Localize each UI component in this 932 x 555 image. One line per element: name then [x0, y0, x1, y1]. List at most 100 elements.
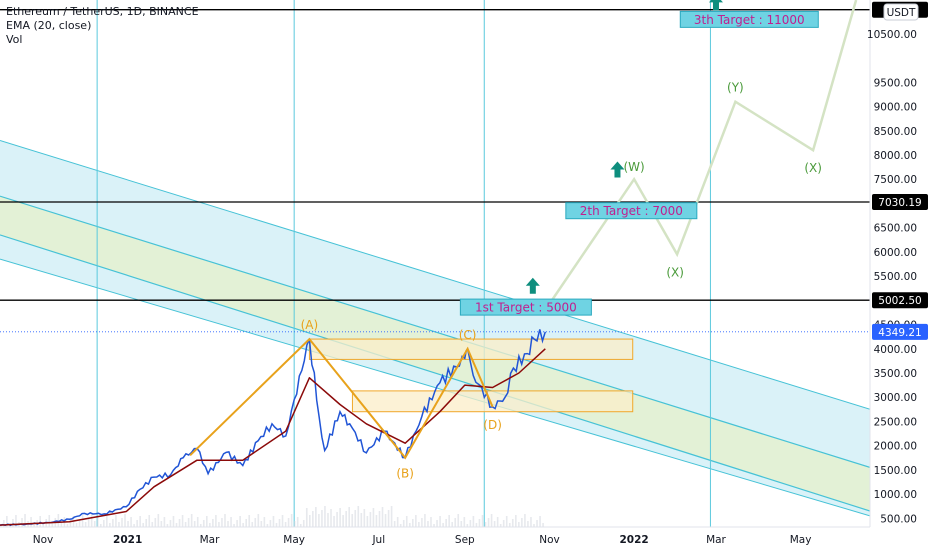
y-tick-label: 6500.00 — [874, 223, 917, 235]
volume-bar — [484, 522, 487, 527]
volume-bar — [363, 509, 366, 527]
ema-indicator-label[interactable]: EMA (20, close) — [6, 19, 92, 32]
target-box-bg — [565, 202, 698, 220]
volume-bar — [293, 521, 296, 527]
volume-bar — [493, 521, 496, 527]
target-box-label: 3th Target : 11000 — [694, 13, 805, 27]
volume-bar — [157, 514, 160, 527]
channel-inner-bottom-line[interactable] — [0, 234, 870, 512]
volume-bar — [239, 516, 241, 527]
volume-bar — [327, 513, 329, 527]
wave-label: (D) — [483, 418, 502, 432]
volume-bar — [408, 523, 411, 527]
y-tick-label: 9500.00 — [874, 77, 917, 89]
level-price-tag — [872, 193, 928, 210]
volume-bar — [209, 523, 211, 527]
volume-bar — [487, 518, 490, 527]
time-axis[interactable]: Nov 2021 Mar May Jul Sep Nov 2022 Mar May — [0, 526, 932, 550]
volume-bar — [533, 524, 535, 527]
volume-bar — [515, 515, 517, 527]
x-tick-label: May — [790, 534, 812, 546]
volume-bar — [133, 524, 135, 527]
volume-bar — [202, 520, 205, 527]
volume-bar — [99, 524, 102, 527]
projection-line[interactable] — [544, 0, 858, 311]
x-tick-label: Mar — [200, 534, 220, 546]
y-tick-label: 1000.00 — [874, 489, 917, 501]
supply-zone[interactable] — [351, 390, 634, 413]
target-box[interactable]: 2th Target : 7000 — [565, 202, 698, 220]
volume-bar — [136, 520, 138, 527]
volume-bar — [351, 514, 354, 527]
volume-bar — [187, 518, 190, 527]
volume-bar — [96, 517, 99, 527]
volume-bar — [445, 519, 447, 527]
channel-outer-bottom-line[interactable] — [0, 258, 870, 517]
target-box-bg — [459, 298, 592, 316]
volume-bar — [227, 521, 229, 527]
volume-bar — [405, 516, 408, 527]
volume-bar — [218, 522, 220, 527]
volume-bar — [496, 517, 499, 527]
volume-bar — [106, 516, 108, 527]
level-price-tag-label: 5002.50 — [878, 295, 921, 307]
time-axis-bg — [0, 527, 932, 550]
volume-bar — [103, 520, 105, 527]
volume-bar — [163, 517, 166, 527]
volume-bar — [490, 514, 493, 527]
plot-area[interactable] — [0, 0, 870, 527]
y-tick-label: 500.00 — [880, 513, 917, 525]
volume-bar — [48, 515, 51, 527]
volume-bar — [415, 515, 417, 527]
volume-bar — [448, 515, 450, 527]
ema-line[interactable] — [0, 348, 546, 526]
price-line[interactable] — [0, 329, 547, 527]
volume-bar — [175, 523, 178, 527]
wave-pattern-line[interactable] — [189, 337, 494, 460]
up-arrow-icon — [525, 277, 540, 294]
volume-bar — [309, 515, 311, 527]
volume-bar — [190, 514, 193, 527]
volume-bar — [412, 519, 414, 527]
y-tick-label: 3500.00 — [874, 368, 917, 380]
volume-bar — [124, 514, 126, 527]
volume-bar — [112, 519, 114, 527]
volume-bar — [3, 520, 5, 527]
volume-bar — [33, 524, 35, 527]
channel-outer-top-line[interactable] — [0, 139, 870, 410]
volume-bar — [254, 518, 257, 527]
volume-bar — [84, 522, 87, 527]
y-tick-label: 5500.00 — [874, 271, 917, 283]
y-tick-label: 8000.00 — [874, 150, 917, 162]
volume-bar — [333, 516, 335, 527]
volume-bar — [518, 522, 520, 527]
volume-bar — [81, 515, 84, 527]
volume-bar — [151, 522, 154, 527]
volume-bar — [439, 516, 441, 527]
target-box[interactable]: 3th Target : 11000 — [679, 10, 819, 28]
x-tick-label: May — [283, 534, 305, 546]
volume-bar — [324, 506, 326, 527]
projection-label: (W) — [623, 160, 644, 174]
volume-bar — [275, 523, 278, 527]
volume-bar — [130, 517, 132, 527]
price-axis[interactable]: 500.00 1000.00 1500.00 2000.00 2500.00 3000.0… — [867, 0, 932, 550]
level-price-tag-label: 7030.19 — [878, 197, 921, 209]
volume-indicator-label[interactable]: Vol — [6, 33, 23, 46]
target-box-label: 2th Target : 7000 — [580, 204, 683, 218]
volume-bar — [436, 520, 438, 527]
volume-bar — [230, 517, 232, 527]
currency-badge[interactable] — [883, 3, 919, 21]
currency-badge-label: USDT — [887, 7, 916, 19]
volume-bar — [505, 516, 508, 527]
volume-bar — [290, 514, 293, 527]
volume-bar — [457, 514, 460, 527]
volume-bar — [524, 514, 526, 527]
up-arrow-icon — [708, 0, 723, 11]
volume-bar — [139, 516, 141, 527]
volume-bar — [481, 515, 484, 527]
y-tick-label: 7500.00 — [874, 174, 917, 186]
target-box[interactable]: 1st Target : 5000 — [459, 298, 592, 316]
